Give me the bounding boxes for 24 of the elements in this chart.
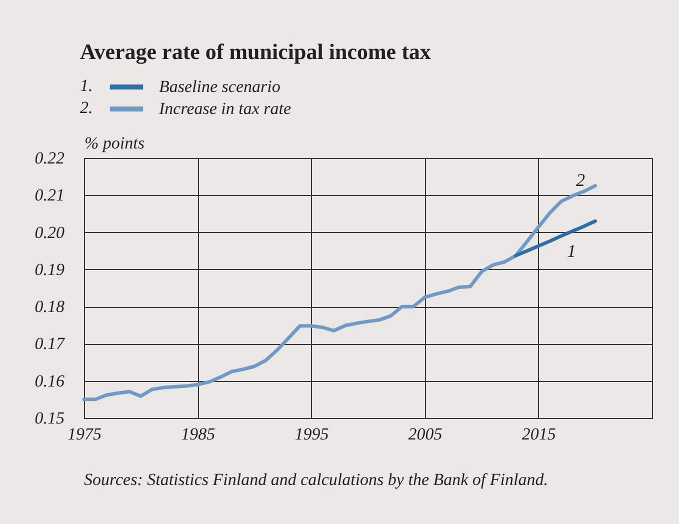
- x-tick-label: 2015: [522, 424, 556, 444]
- x-tick-label: 1985: [181, 424, 216, 444]
- y-tick-label: 0.18: [34, 297, 65, 316]
- legend-label: Baseline scenario: [159, 77, 280, 96]
- text: 2.: [80, 98, 93, 117]
- annotation: 2: [576, 170, 585, 190]
- line-series: [82, 184, 597, 402]
- text: 1.: [80, 76, 93, 95]
- y-tick-label: 0.16: [34, 371, 65, 390]
- source-note: Sources: Statistics Finland and calculations by the Bank of Finland.: [84, 470, 548, 489]
- x-tick-label: 1975: [68, 424, 102, 444]
- line-series: [514, 219, 597, 258]
- y-tick-label: 0.15: [34, 408, 64, 428]
- x-tick-label: 2005: [408, 424, 442, 444]
- y-tick-label: 0.21: [34, 186, 64, 205]
- x-tick-label: 1995: [294, 424, 329, 444]
- y-tick-label: 0.22: [34, 148, 65, 168]
- y-tick-label: 0.20: [34, 222, 65, 242]
- y-axis-title: % points: [84, 134, 145, 152]
- chart-title: Average rate of municipal income tax: [80, 39, 431, 64]
- y-tick-label: 0.17: [34, 334, 66, 354]
- y-tick-label: 0.19: [34, 260, 65, 279]
- legend-label: Increase in tax rate: [158, 99, 292, 118]
- annotation: 1: [567, 241, 576, 261]
